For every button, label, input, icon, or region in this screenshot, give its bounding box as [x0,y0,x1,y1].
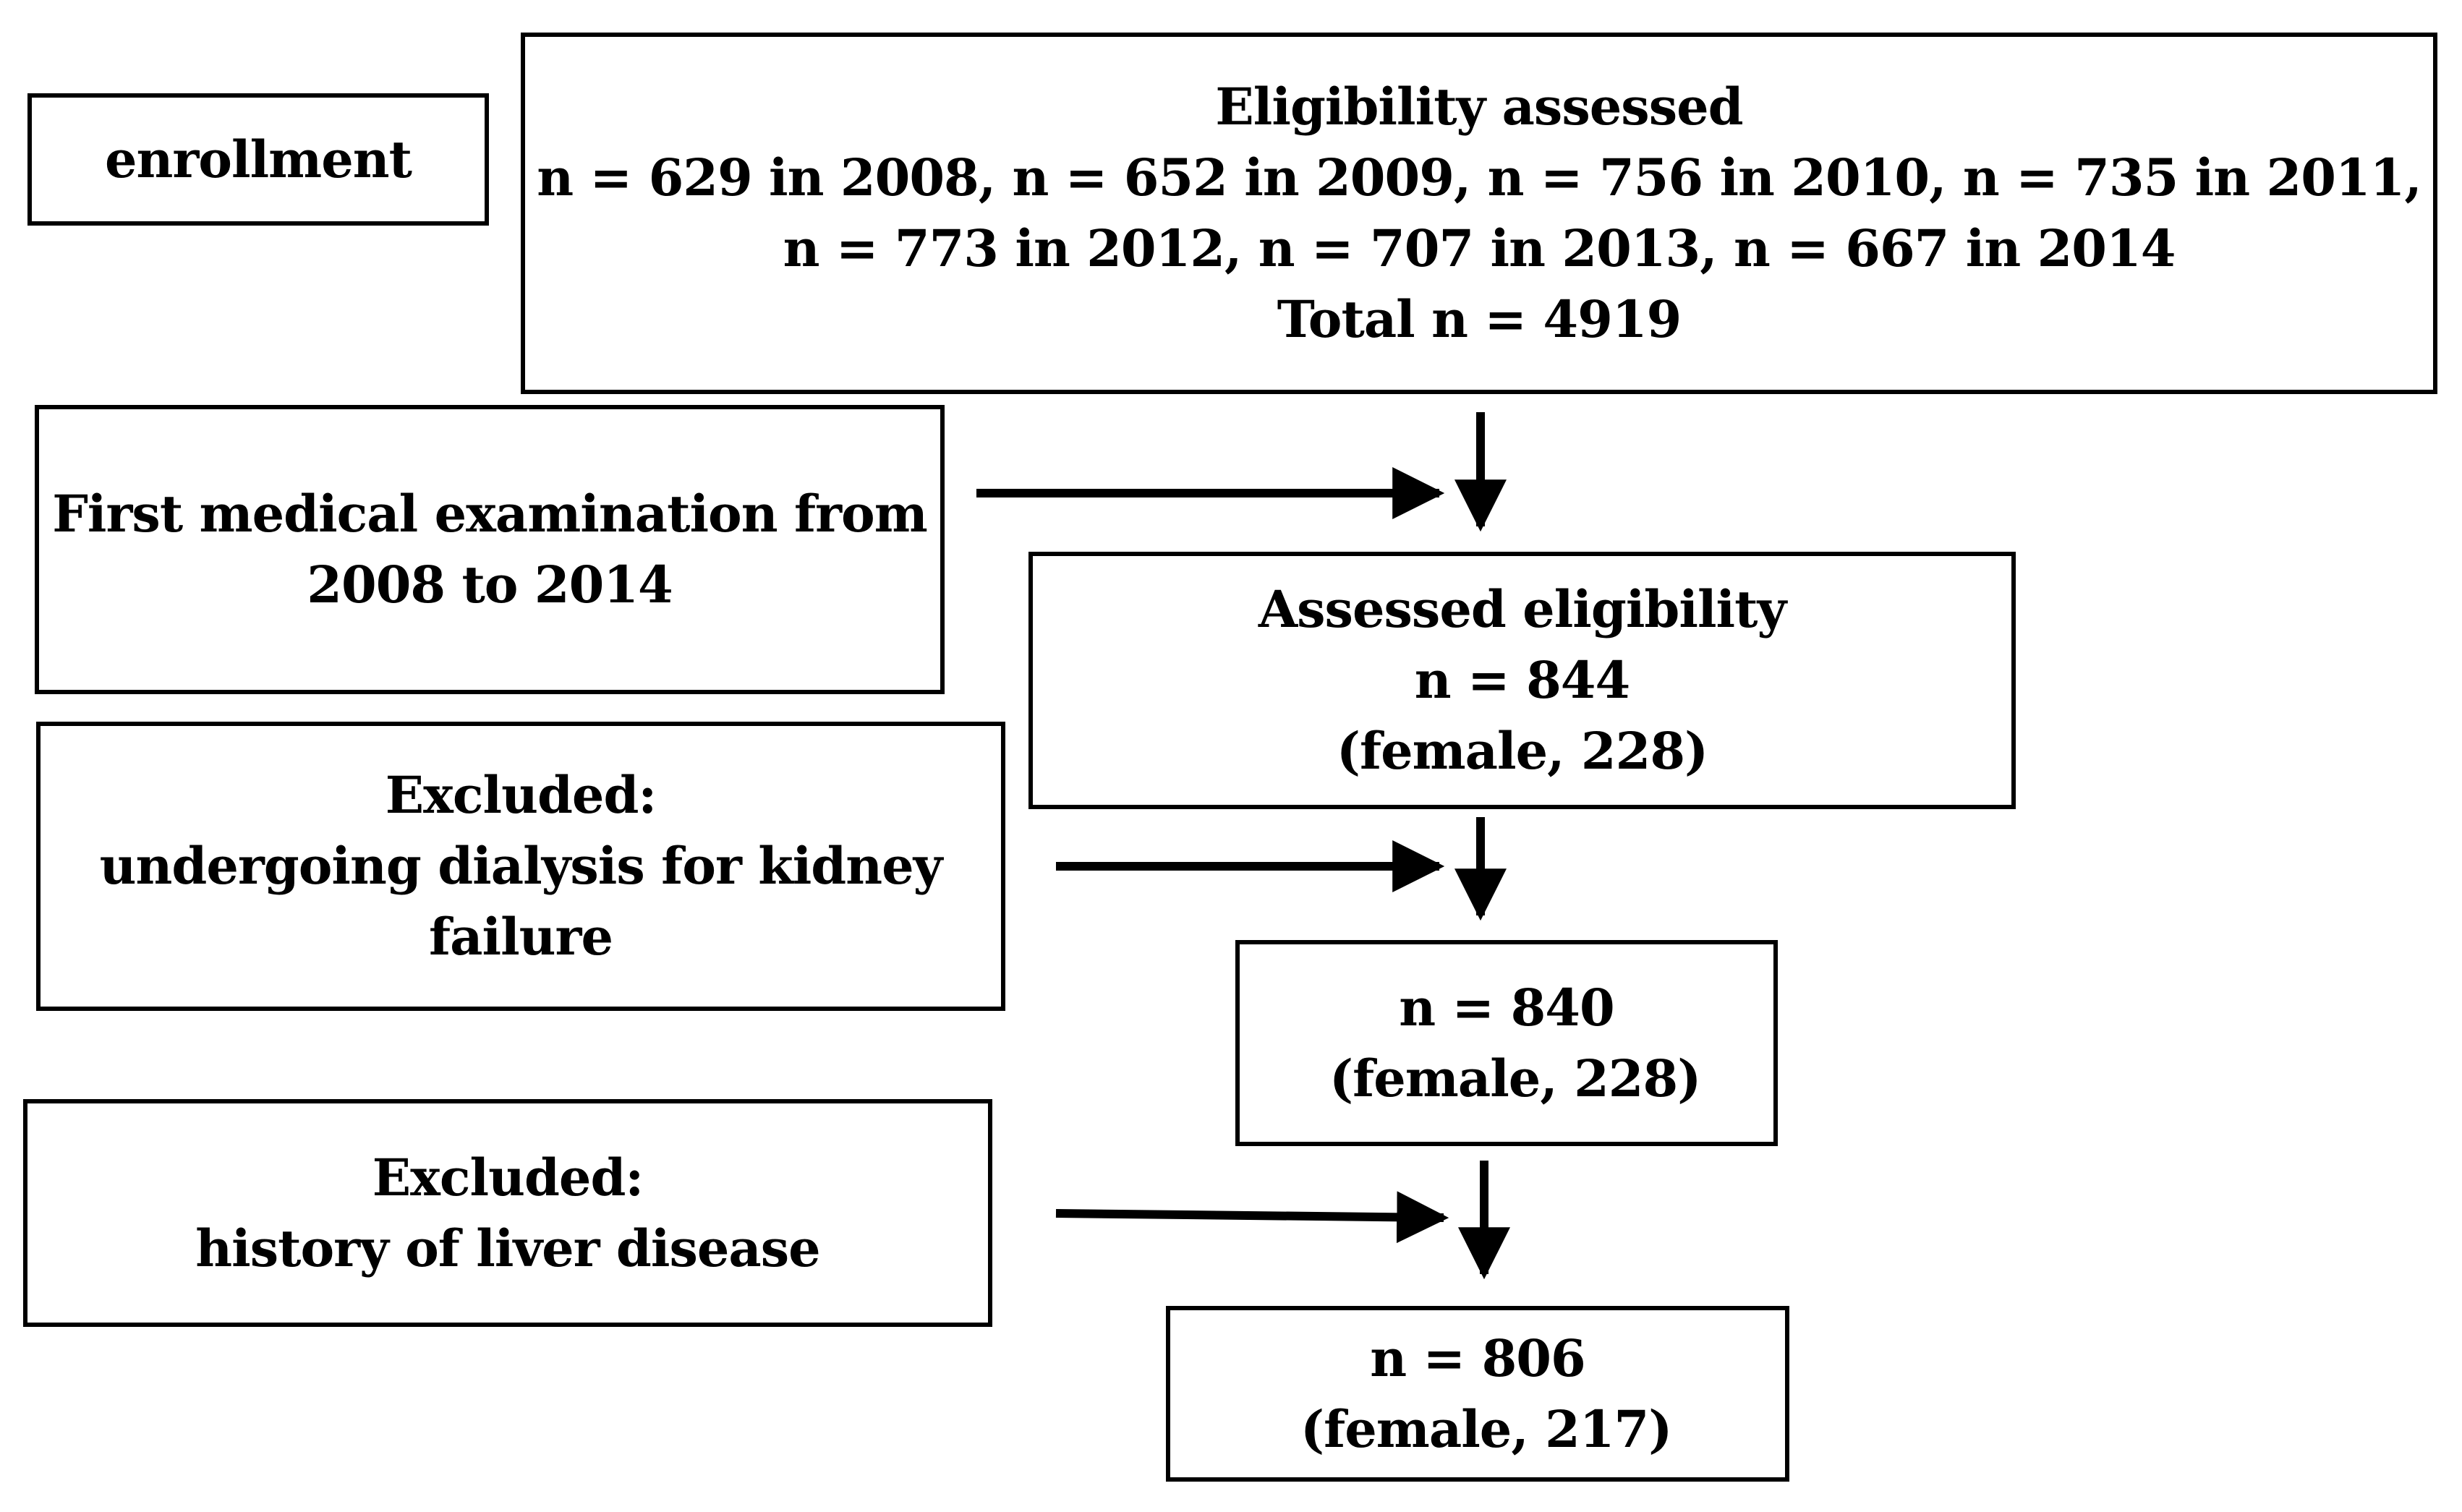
eligibility-title: Eligibility assessed [1215,77,1743,137]
first-exam-box: First medical examination from 2008 to 2… [35,405,945,694]
eligibility-counts-2008-2011: n = 629 in 2008, n = 652 in 2009, n = 75… [537,148,2421,208]
assessed-count: n = 844 [1414,650,1630,710]
first-exam-line-2: 2008 to 2014 [307,555,673,615]
arrow-liver-to-flow [1055,1191,1449,1244]
n806-female: (female, 217) [1283,1398,1672,1459]
excluded-liver-heading: Excluded: [372,1147,644,1208]
eligibility-counts-2012-2014: n = 773 in 2012, n = 707 in 2013, n = 66… [783,218,2176,278]
assessed-title: Assessed eligibility [1258,579,1786,639]
eligibility-assessed-box: Eligibility assessed n = 629 in 2008, n … [521,33,2437,394]
eligibility-total: Total n = 4919 [1277,289,1682,349]
assessed-eligibility-box: Assessed eligibility n = 844 (female, 22… [1028,552,2016,809]
excluded-dialysis-box: Excluded: undergoing dialysis for kidney… [36,722,1005,1011]
excluded-liver-reason: history of liver disease [195,1218,820,1278]
enrollment-label: enrollment [104,129,412,189]
assessed-female: (female, 228) [1336,721,1708,781]
n840-box: n = 840 (female, 228) [1235,940,1778,1146]
enrollment-box: enrollment [27,93,489,226]
first-exam-line-1: First medical examination from [52,484,928,544]
n840-count: n = 840 [1399,977,1614,1038]
n806-count: n = 806 [1370,1328,1585,1388]
excluded-dialysis-reason-1: undergoing dialysis for kidney [99,836,943,896]
excluded-dialysis-heading: Excluded: [385,765,657,825]
excluded-dialysis-reason-2: failure [429,907,613,967]
n840-female: (female, 228) [1312,1048,1701,1109]
n806-box: n = 806 (female, 217) [1166,1306,1789,1482]
excluded-liver-box: Excluded: history of liver disease [23,1099,992,1327]
